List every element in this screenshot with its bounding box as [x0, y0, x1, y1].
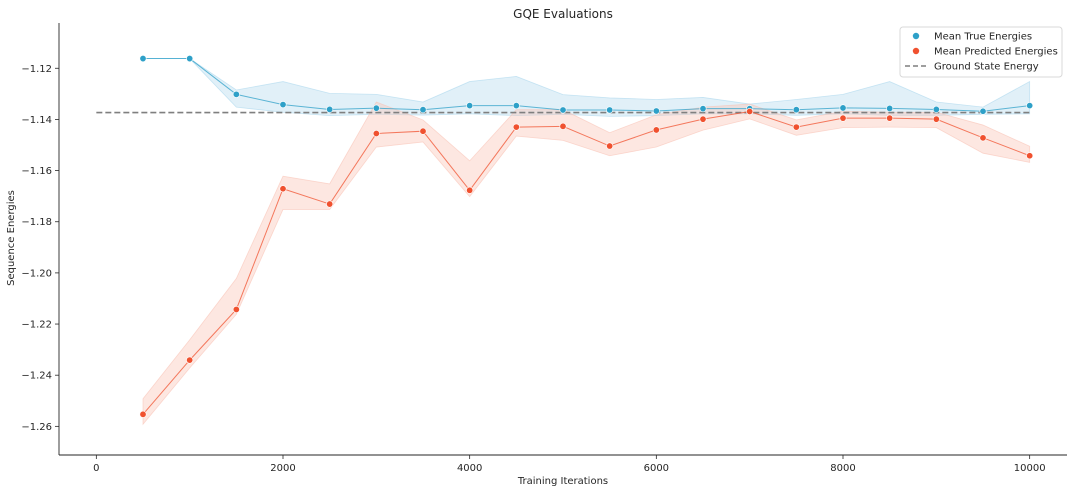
- y-tick-label--1.12: −1.12: [21, 64, 52, 75]
- legend-label-true: Mean True Energies: [934, 32, 1032, 43]
- point-true-3500: [419, 106, 427, 114]
- point-true-5000: [559, 106, 567, 114]
- y-tick-label--1.14: −1.14: [21, 115, 52, 126]
- point-true-6500: [699, 105, 707, 113]
- point-predicted-4000: [466, 186, 474, 194]
- legend-marker-true: [912, 32, 920, 40]
- y-ticks: −1.26 −1.24 −1.22 −1.20 −1.18 −1.16 −1.14 −1.12: [21, 64, 59, 433]
- line-true: [143, 58, 1030, 112]
- band-true: [143, 58, 1031, 117]
- point-predicted-1000: [186, 356, 194, 364]
- point-predicted-2500: [326, 200, 334, 208]
- point-predicted-2000: [279, 185, 287, 193]
- point-true-9000: [932, 105, 940, 113]
- point-predicted-7500: [792, 123, 800, 131]
- line-predicted: [142, 110, 1030, 415]
- point-predicted-7000: [746, 107, 754, 115]
- point-predicted-9000: [932, 115, 940, 123]
- band-predicted: [142, 101, 1031, 426]
- axes: [58, 23, 1067, 456]
- point-predicted-1500: [232, 305, 240, 313]
- point-true-2000: [279, 101, 287, 109]
- point-predicted-9500: [979, 134, 987, 142]
- x-tick-label-8000: 8000: [830, 463, 855, 474]
- y-tick-label--1.26: −1.26: [21, 422, 52, 433]
- point-true-5500: [606, 106, 614, 114]
- point-true-1000: [186, 55, 194, 63]
- point-true-9500: [979, 107, 987, 115]
- legend-marker-predicted: [912, 47, 920, 55]
- x-tick-label-10000: 10000: [1014, 463, 1046, 474]
- y-tick-label--1.18: −1.18: [21, 217, 52, 228]
- point-true-4500: [512, 102, 520, 110]
- point-true-4000: [466, 102, 474, 110]
- chart-title: GQE Evaluations: [513, 7, 613, 21]
- point-true-10000: [1026, 102, 1034, 110]
- legend-label-ground-state: Ground State Energy: [934, 62, 1039, 73]
- legend: Mean True Energies Mean Predicted Energi…: [899, 26, 1063, 78]
- point-true-3000: [372, 104, 380, 112]
- point-predicted-6500: [699, 115, 707, 123]
- x-axis-label: Training Iterations: [517, 476, 608, 487]
- point-predicted-8000: [839, 114, 847, 122]
- confidence-bands: [142, 58, 1031, 426]
- point-true-8000: [839, 104, 847, 112]
- y-tick-label--1.22: −1.22: [21, 320, 52, 331]
- series-lines: [142, 58, 1030, 415]
- point-predicted-5500: [606, 142, 614, 150]
- point-true-500: [139, 55, 147, 63]
- point-predicted-4500: [512, 123, 520, 131]
- x-tick-label-0: 0: [93, 463, 99, 474]
- y-tick-label--1.24: −1.24: [21, 371, 52, 382]
- point-predicted-3000: [372, 129, 380, 137]
- point-true-7500: [792, 106, 800, 114]
- x-tick-label-6000: 6000: [644, 463, 669, 474]
- point-true-8500: [886, 104, 894, 112]
- point-predicted-500: [139, 410, 147, 418]
- legend-label-predicted: Mean Predicted Energies: [934, 47, 1058, 58]
- point-true-6000: [652, 107, 660, 115]
- x-ticks: 0 2000 4000 6000 8000 10000: [93, 455, 1046, 474]
- point-predicted-8500: [886, 114, 894, 122]
- y-axis-label: Sequence Energies: [6, 190, 17, 286]
- point-true-2500: [326, 105, 334, 113]
- series-points: [139, 55, 1034, 418]
- point-true-1500: [232, 90, 240, 98]
- y-tick-label--1.2: −1.20: [21, 268, 52, 279]
- point-predicted-6000: [652, 126, 660, 134]
- x-tick-label-4000: 4000: [457, 463, 482, 474]
- legend-frame: [899, 26, 1063, 78]
- y-tick-label--1.16: −1.16: [21, 166, 52, 177]
- point-predicted-3500: [419, 127, 427, 135]
- x-tick-label-2000: 2000: [270, 463, 295, 474]
- point-predicted-5000: [559, 122, 567, 130]
- point-predicted-10000: [1026, 152, 1034, 160]
